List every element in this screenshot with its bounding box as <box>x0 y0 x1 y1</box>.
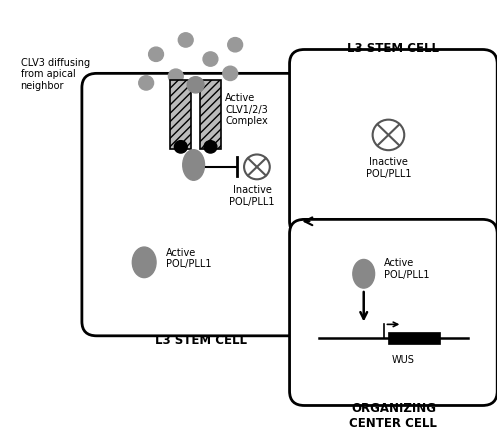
Text: CLV3 diffusing
from apical
neighbor: CLV3 diffusing from apical neighbor <box>20 58 89 91</box>
Text: ORGANIZING
CENTER CELL: ORGANIZING CENTER CELL <box>350 401 438 429</box>
Circle shape <box>228 39 242 53</box>
FancyBboxPatch shape <box>290 50 497 236</box>
Ellipse shape <box>183 150 204 181</box>
Bar <box>170 81 191 149</box>
Circle shape <box>178 34 193 48</box>
Text: Active
POL/PLL1: Active POL/PLL1 <box>384 258 429 279</box>
Circle shape <box>203 53 218 67</box>
FancyBboxPatch shape <box>82 74 319 336</box>
Circle shape <box>148 48 164 62</box>
Circle shape <box>174 141 187 154</box>
Text: Inactive
POL/PLL1: Inactive POL/PLL1 <box>229 185 274 206</box>
FancyBboxPatch shape <box>290 220 497 406</box>
Circle shape <box>198 81 213 95</box>
Circle shape <box>372 120 404 151</box>
Circle shape <box>223 67 238 81</box>
Circle shape <box>139 77 154 91</box>
Text: L3 STEM CELL: L3 STEM CELL <box>154 333 246 346</box>
Circle shape <box>187 78 204 94</box>
Ellipse shape <box>353 260 374 289</box>
Circle shape <box>168 70 183 84</box>
Bar <box>200 81 221 149</box>
Bar <box>388 332 440 344</box>
Circle shape <box>244 155 270 180</box>
Text: Active
POL/PLL1: Active POL/PLL1 <box>166 247 212 269</box>
Text: Inactive
POL/PLL1: Inactive POL/PLL1 <box>366 156 411 178</box>
Text: Active
CLV1/2/3
Complex: Active CLV1/2/3 Complex <box>226 93 268 126</box>
Text: L3 STEM CELL: L3 STEM CELL <box>348 42 440 55</box>
Ellipse shape <box>132 247 156 278</box>
Text: WUS: WUS <box>392 354 414 364</box>
Circle shape <box>204 141 217 154</box>
